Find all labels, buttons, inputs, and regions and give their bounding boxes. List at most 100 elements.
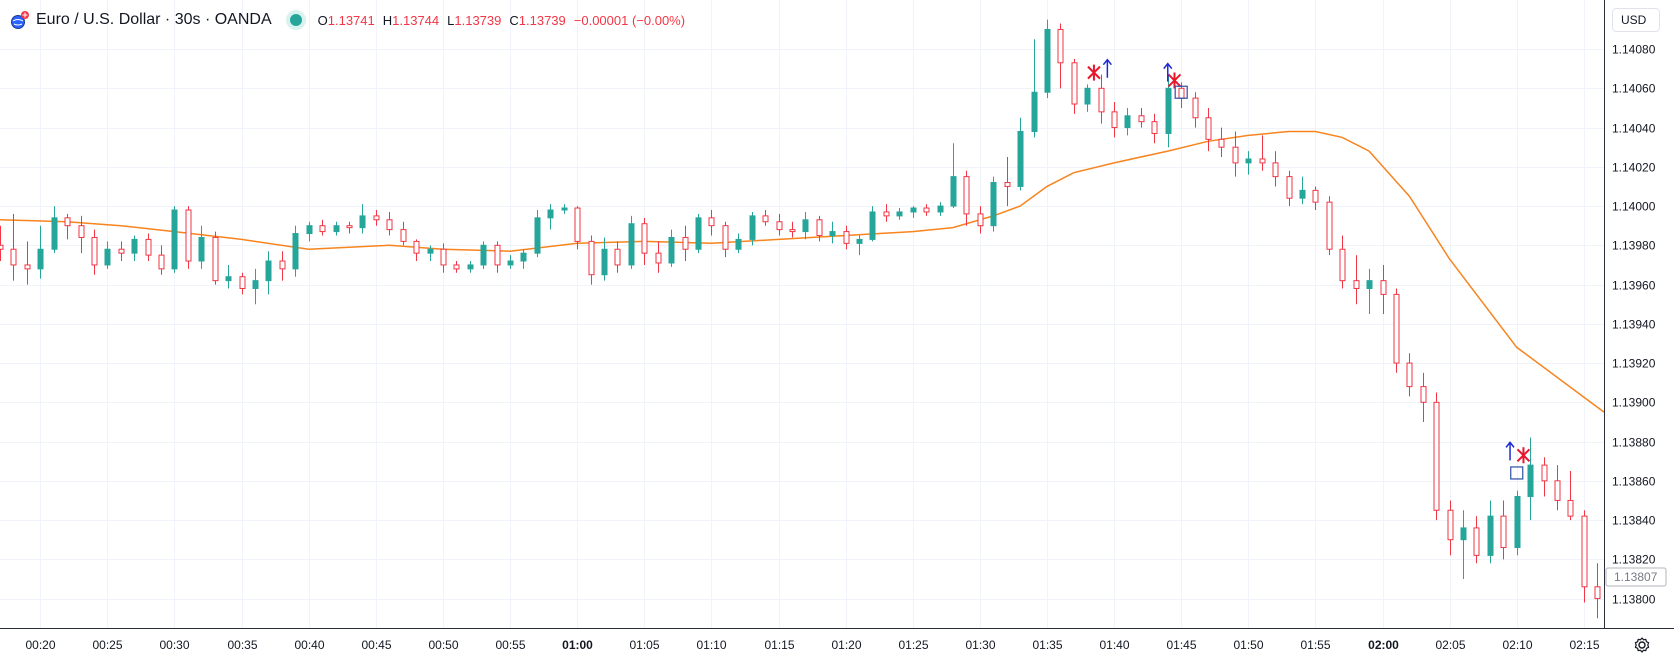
market-status-dot[interactable] <box>289 14 302 26</box>
chart-legend: Euro / U.S. Dollar · 30s · OANDA O 1.137… <box>10 9 693 31</box>
candle <box>601 237 608 281</box>
candle <box>1326 196 1333 256</box>
candle-body <box>843 231 850 244</box>
candle-body <box>561 207 568 211</box>
candle-body <box>682 236 689 250</box>
candle <box>427 245 434 262</box>
candle-body <box>440 248 447 266</box>
candle <box>1017 117 1024 191</box>
candle <box>910 206 917 218</box>
candle-body <box>601 248 608 276</box>
price-tick-label: 1.13800 <box>1612 593 1656 607</box>
candle <box>1286 170 1293 207</box>
candle <box>802 211 809 240</box>
candle-body <box>265 260 272 282</box>
last-price-value: 1.13807 <box>1614 570 1658 584</box>
time-tick-label: 02:05 <box>1435 638 1465 652</box>
candle <box>843 225 850 250</box>
candle <box>1473 516 1480 564</box>
candle <box>1527 437 1534 521</box>
candle <box>668 229 675 267</box>
candle <box>1057 23 1064 89</box>
time-tick-label: 00:45 <box>361 638 391 652</box>
candle <box>1031 39 1038 138</box>
candle-body <box>735 238 742 250</box>
candle-body <box>1017 130 1024 187</box>
candle <box>614 241 621 273</box>
candle-body <box>628 223 635 266</box>
candle-body <box>1218 138 1225 148</box>
candle <box>1433 392 1440 521</box>
low-value: 1.13739 <box>454 12 502 28</box>
gear-icon[interactable] <box>1632 635 1652 655</box>
price-tick-label: 1.13940 <box>1612 318 1656 332</box>
candle-body <box>1004 182 1011 187</box>
candle-body <box>1151 121 1158 134</box>
candle <box>1312 186 1319 210</box>
signal-arrow-marker <box>1102 58 1112 78</box>
candle <box>1406 353 1413 397</box>
candle-body <box>306 225 313 235</box>
time-tick-label: 00:40 <box>294 638 324 652</box>
candle <box>990 176 997 232</box>
candle-body <box>1460 527 1467 541</box>
currency-label: USD <box>1621 13 1647 27</box>
price-tick-label: 1.13860 <box>1612 475 1656 489</box>
candle-body <box>1071 62 1078 105</box>
currency-globe-icon[interactable] <box>10 10 30 30</box>
currency-button[interactable]: USD <box>1612 8 1660 32</box>
candle <box>1299 176 1306 205</box>
candle-body <box>279 260 286 270</box>
candle <box>1232 131 1239 177</box>
candle <box>413 239 420 262</box>
time-tick-label: 01:50 <box>1233 638 1263 652</box>
candle-body <box>507 260 514 266</box>
candle-body <box>1312 189 1319 203</box>
symbol-title[interactable]: Euro / U.S. Dollar · 30s · OANDA <box>36 11 272 28</box>
signal-cross-marker <box>1516 447 1531 464</box>
candle <box>453 261 460 273</box>
candle-body <box>1031 91 1038 132</box>
candle-body <box>614 248 621 266</box>
time-tick-label: 02:00 <box>1368 638 1399 652</box>
candle <box>1165 74 1172 148</box>
signal-box-marker <box>1510 466 1524 480</box>
candle-body <box>400 229 407 242</box>
price-tick-label: 1.13900 <box>1612 396 1656 410</box>
candle-body <box>977 213 984 227</box>
candle-body <box>923 207 930 213</box>
candle-body <box>762 215 769 223</box>
time-scale[interactable]: 00:20 00:25 00:30 00:35 00:40 00:45 00:50 00:55… <box>25 638 1599 652</box>
candle <box>1420 372 1427 422</box>
candle <box>252 268 259 305</box>
candle <box>574 206 581 250</box>
time-tick-label: 01:25 <box>898 638 928 652</box>
candle-body <box>1339 248 1346 282</box>
candle-body <box>480 244 487 266</box>
candle <box>279 251 286 281</box>
candle-body <box>1124 115 1131 129</box>
candle-body <box>1554 480 1561 501</box>
candle <box>212 231 219 285</box>
candle <box>1098 74 1105 124</box>
candle-body <box>1420 386 1427 403</box>
candle-body <box>467 264 474 270</box>
candle <box>883 204 890 222</box>
candle <box>225 264 232 289</box>
candle <box>239 272 246 295</box>
candle <box>1380 264 1387 314</box>
candle <box>104 241 111 269</box>
candle <box>628 215 635 269</box>
candle-body <box>37 248 44 270</box>
candle-body <box>212 236 219 282</box>
candle <box>185 206 192 269</box>
candle-body <box>104 248 111 266</box>
price-tick-label: 1.14020 <box>1612 161 1656 175</box>
candle-body <box>1165 87 1172 134</box>
price-scale[interactable]: 1.13800 1.13820 1.13840 1.13860 1.13880 1.139… <box>1612 43 1656 607</box>
price-tick-label: 1.13820 <box>1612 553 1656 567</box>
candle <box>1541 457 1548 497</box>
candle-body <box>829 231 836 236</box>
